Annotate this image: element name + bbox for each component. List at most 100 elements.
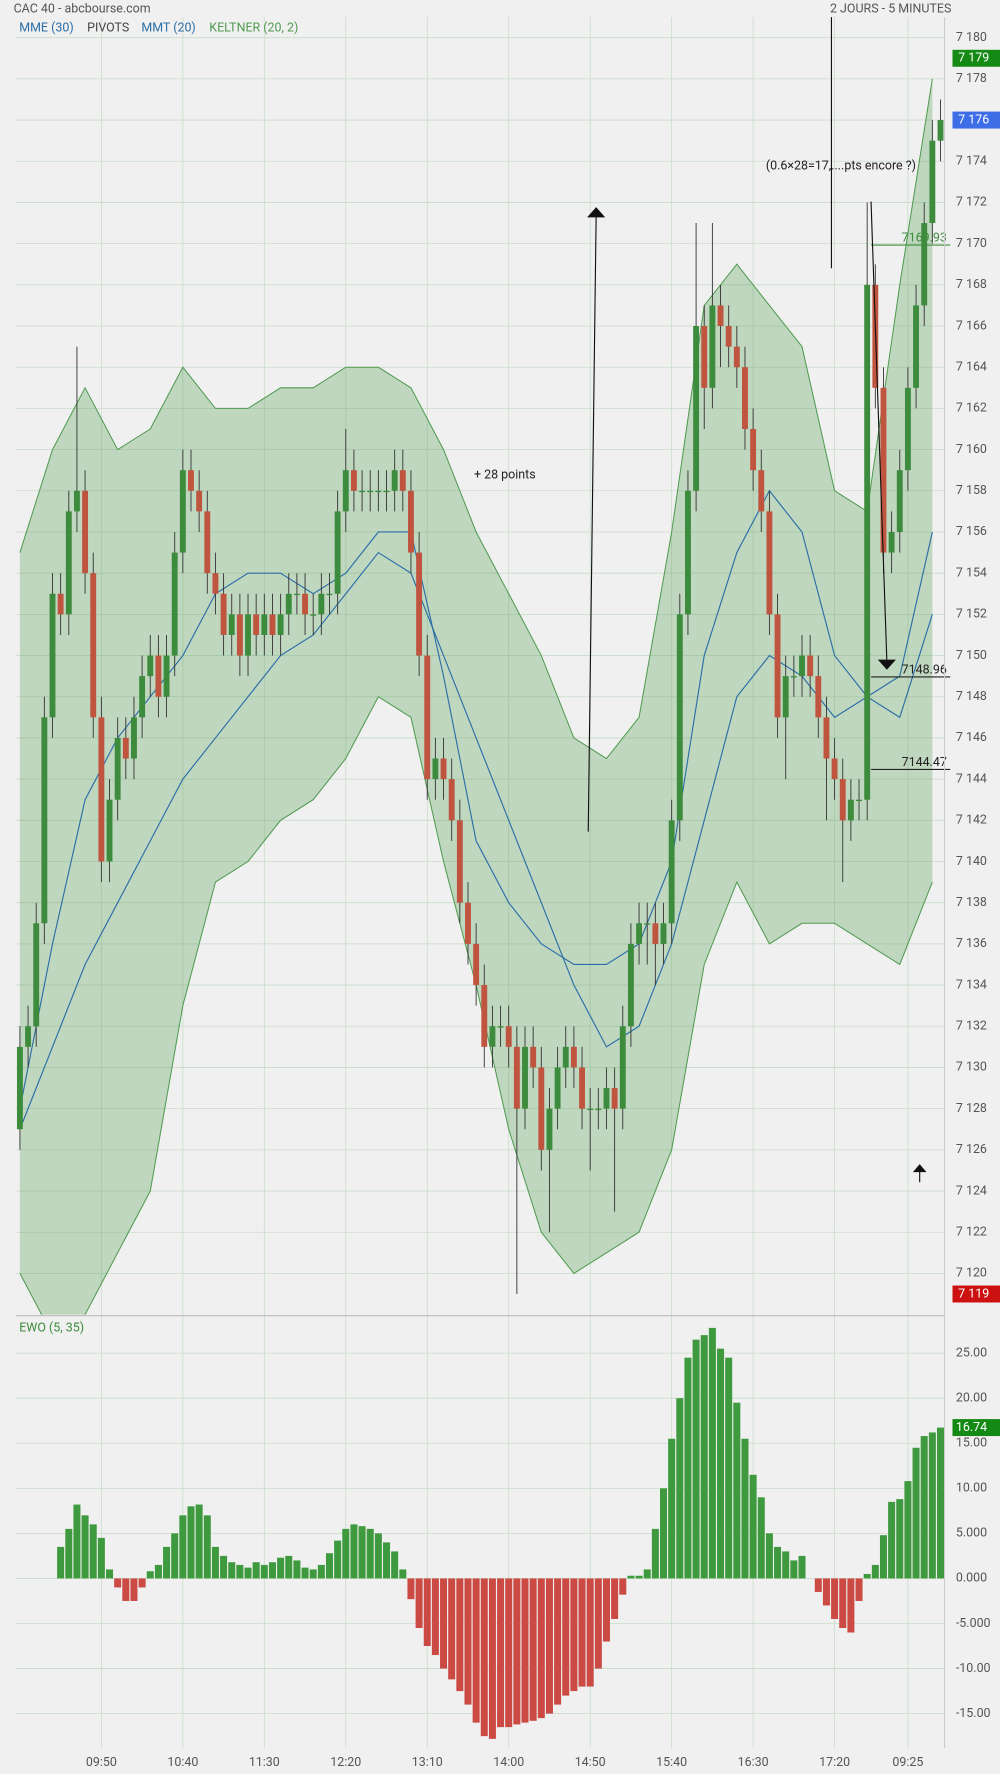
ewo-bar [757, 1497, 765, 1579]
y-tick-label: 7 130 [956, 1060, 987, 1075]
candle-body [766, 511, 773, 615]
ewo-bar [928, 1432, 936, 1579]
ewo-bar [448, 1578, 456, 1680]
y-tick-label: 7 170 [956, 236, 987, 251]
candle-body [326, 593, 333, 596]
candle-body [774, 614, 781, 718]
y-tick-label: 7 120 [956, 1266, 987, 1281]
ewo-bar [676, 1398, 684, 1579]
candle-body [440, 758, 447, 780]
ewo-bar [733, 1402, 741, 1579]
candle-body [603, 1088, 610, 1109]
candle-body [725, 326, 732, 347]
ewo-bar [790, 1560, 798, 1579]
y-tick-label: 7 180 [956, 30, 987, 45]
candle-body [652, 923, 659, 944]
candle-body [106, 799, 113, 862]
y-tick-label: -10.00 [956, 1661, 991, 1676]
candle-body [342, 470, 349, 512]
ewo-bar [814, 1578, 822, 1592]
y-tick-label: 7 156 [956, 524, 987, 539]
candle-body [554, 1067, 561, 1109]
candle-body [929, 140, 936, 224]
candle-body [33, 923, 40, 1027]
candle-body [375, 490, 382, 493]
y-tick-label: 7 148 [956, 689, 987, 704]
arrow-head [587, 207, 606, 218]
candle-body [350, 470, 357, 491]
candle-body [318, 593, 325, 615]
moving-average [19, 489, 933, 1109]
candle-body [497, 1026, 504, 1028]
ewo-marker [952, 1419, 1000, 1437]
candle-body [627, 943, 634, 1027]
y-tick-label: 7 138 [956, 895, 987, 910]
candle-body [220, 593, 227, 635]
ewo-bar [187, 1506, 195, 1579]
ewo-bar [505, 1578, 513, 1728]
legend-item: MMT (20) [141, 21, 195, 36]
candle-body [717, 305, 724, 327]
candle-body [587, 1108, 594, 1111]
price-marker-label: 7 176 [958, 112, 989, 127]
candle-body [790, 676, 797, 678]
ewo-bar [602, 1578, 610, 1642]
candle-body [424, 655, 431, 780]
candle-body [131, 717, 137, 759]
y-tick-label: 7 172 [956, 195, 987, 210]
y-tick-label: 7 128 [956, 1101, 987, 1116]
ewo-bar [81, 1515, 89, 1579]
ewo-bar [847, 1578, 855, 1633]
ewo-bar [936, 1427, 945, 1579]
candle-body [171, 552, 178, 656]
candle-body [432, 758, 439, 780]
candle-body [334, 511, 341, 594]
ewo-bar [244, 1567, 252, 1579]
ewo-bar [342, 1528, 350, 1579]
ewo-bar [285, 1555, 293, 1579]
ewo-bar [545, 1578, 553, 1714]
ewo-bar [122, 1578, 130, 1601]
ewo-bar [220, 1555, 228, 1579]
y-tick-label: 7 164 [956, 359, 987, 374]
annotation: (0.6×28=17,....pts encore ?) [766, 159, 916, 174]
y-tick-label: 7 152 [956, 607, 987, 622]
candle-body [253, 614, 260, 635]
candle-body [65, 511, 72, 615]
candle-body [758, 470, 765, 512]
y-tick-label: 7 122 [956, 1225, 987, 1240]
candle-body [293, 593, 300, 596]
ewo-bar [383, 1542, 391, 1579]
candle-body [888, 531, 895, 553]
candle-body [831, 758, 838, 780]
candle-body [782, 676, 789, 718]
ewo-bar [399, 1569, 407, 1579]
ewo-bar [586, 1578, 594, 1687]
ewo-bar [293, 1560, 301, 1579]
candle-body [636, 923, 643, 944]
candle-body [668, 820, 675, 924]
candle-body [856, 799, 862, 802]
candle-body [864, 284, 871, 800]
ewo-bar [896, 1499, 904, 1579]
ewo-bar [839, 1578, 847, 1629]
y-tick-label: 10.00 [956, 1481, 987, 1496]
ewo-bar [635, 1575, 643, 1579]
ewo-marker-label: 16.74 [956, 1420, 987, 1435]
y-tick-label: 7 168 [956, 277, 987, 292]
candle-body [285, 593, 292, 615]
ewo-bar [904, 1481, 912, 1579]
ewo-panel [57, 1327, 945, 1739]
candle-body [904, 387, 911, 471]
candle-body [188, 470, 194, 491]
ewo-bar [464, 1578, 472, 1705]
ewo-bar [480, 1578, 488, 1737]
ewo-bar [472, 1578, 480, 1723]
candle-body [937, 120, 944, 141]
ewo-bar [554, 1578, 562, 1705]
ewo-bar [309, 1569, 317, 1579]
candle-body [416, 552, 423, 656]
candle-body [644, 923, 651, 925]
x-tick-label: 16:30 [738, 1755, 769, 1770]
y-tick-label: 15.00 [956, 1436, 987, 1451]
